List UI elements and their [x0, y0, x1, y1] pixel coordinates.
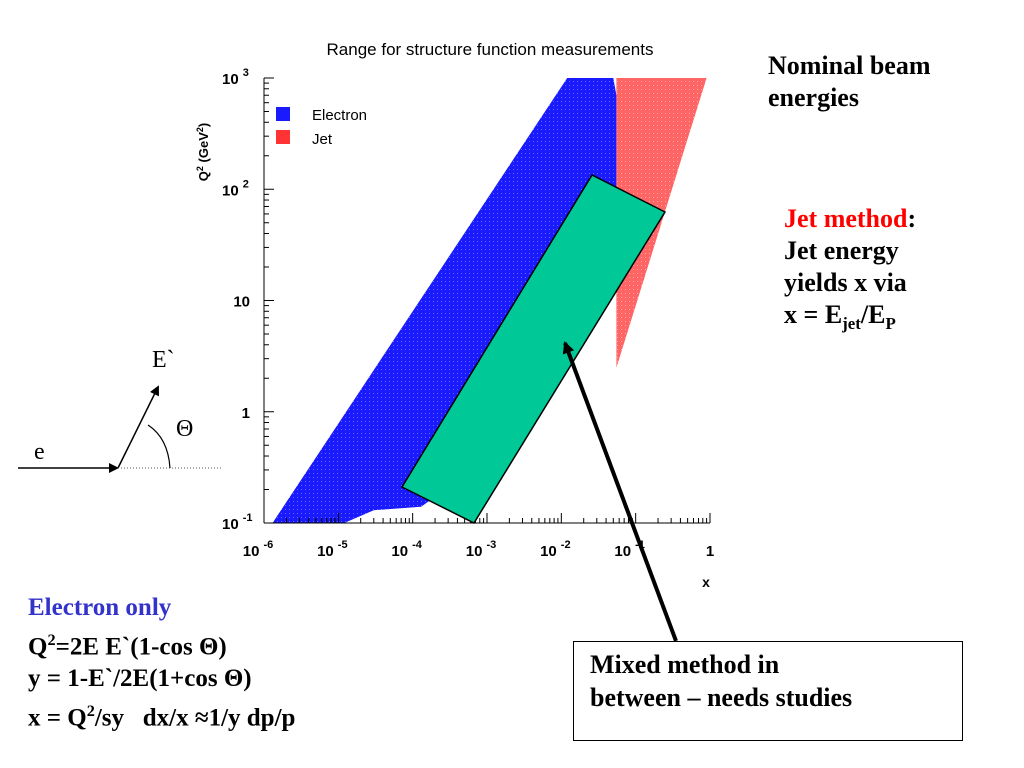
mixed-method-arrow	[562, 341, 678, 642]
electron-eq-q2: Q2=2E E`(1-cos Θ)	[28, 631, 227, 661]
y-tick-label: 1	[242, 405, 250, 422]
mixed-method-box: Mixed method in between – needs studies	[573, 641, 963, 741]
jet-method-line2: yields x via	[784, 268, 907, 297]
area-jet	[616, 78, 707, 368]
scattered-electron-arrow	[117, 385, 159, 469]
nominal-beam-line2: energies	[768, 83, 859, 112]
x-tick-label: 10 -2	[540, 539, 570, 560]
y-tick-label: 10 -1	[222, 512, 252, 533]
electron-only-heading: Electron only	[28, 594, 172, 621]
x-tick-label: 1	[706, 543, 714, 560]
electron-eq-y: y = 1-E`/2E(1+cos Θ)	[28, 665, 252, 693]
electron-only-block: Electron only Q2=2E E`(1-cos Θ) y = 1-E`…	[28, 592, 295, 735]
jet-method-colon: :	[907, 204, 917, 233]
x-axis-label: x	[702, 574, 710, 590]
x-tick-label: 10 -3	[466, 539, 496, 560]
y-axis-label: Q2 (GeV2)	[195, 123, 211, 181]
mixed-method-line2: between – needs studies	[590, 683, 853, 712]
y-tick-label: 10 2	[222, 178, 249, 199]
y-tick-label: 10	[233, 294, 250, 311]
mixed-method-band	[400, 174, 667, 524]
legend-label-jet: Jet	[312, 131, 333, 148]
nominal-beam-line1: Nominal beam	[768, 51, 931, 80]
mixed-method-line1: Mixed method in	[590, 650, 780, 679]
e-label: e	[34, 439, 45, 465]
y-tick-label: 10 3	[222, 67, 249, 88]
legend-label-electron: Electron	[312, 107, 367, 124]
legend: Electron Jet	[276, 107, 367, 148]
legend-swatch-electron	[276, 107, 290, 121]
chart-title: Range for structure function measurement…	[327, 40, 654, 59]
legend-swatch-jet	[276, 130, 290, 144]
nominal-beam-title: Nominal beam energies	[768, 50, 931, 114]
x-tick-label: 10 -5	[317, 539, 347, 560]
theta-arc	[147, 424, 171, 469]
area-electron	[272, 78, 617, 523]
x-tick-label: 10 -6	[243, 539, 273, 560]
jet-method-block: Jet method: Jet energy yields x via x = …	[784, 203, 916, 340]
jet-method-heading: Jet method	[784, 204, 908, 233]
jet-method-formula: x = Ejet/EP	[784, 300, 896, 334]
scattering-diagram: e E` Θ	[18, 347, 222, 473]
electron-eq-x: x = Q2/sy dx/x ≈1/y dp/p	[28, 702, 296, 732]
x-tick-label: 10 -4	[391, 539, 422, 560]
theta-label: Θ	[176, 416, 193, 442]
jet-method-line1: Jet energy	[784, 236, 899, 265]
eprime-label: E`	[152, 347, 175, 373]
chart-areas	[272, 78, 707, 523]
axis-ticks	[263, 77, 711, 524]
